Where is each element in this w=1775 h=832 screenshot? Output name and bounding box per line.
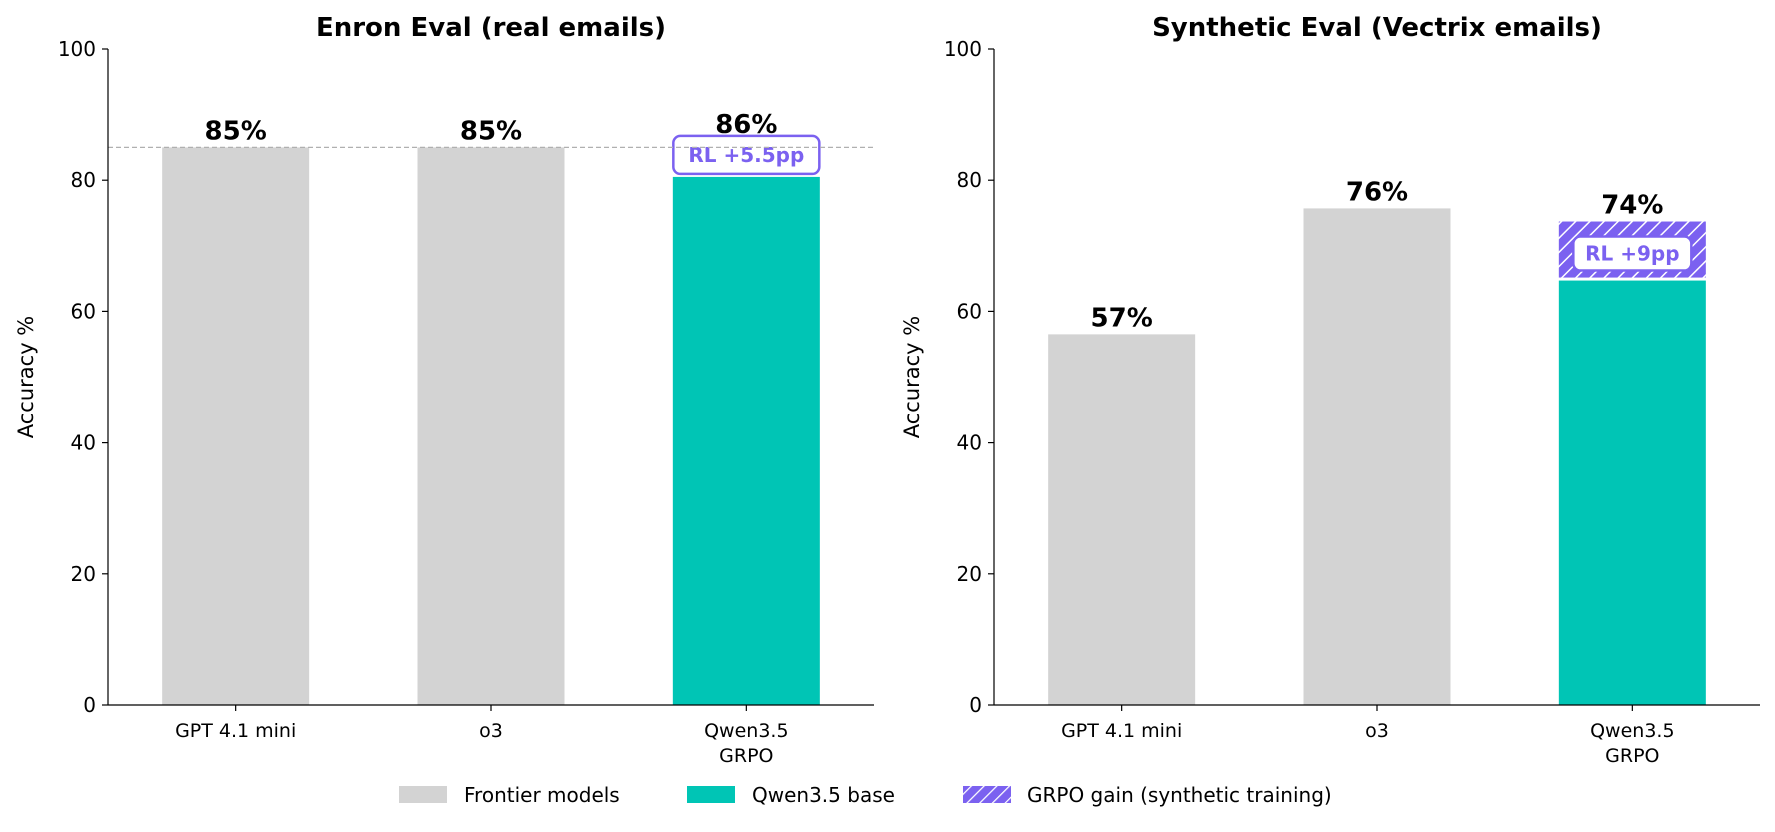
y-tick-label: 40 xyxy=(957,431,982,455)
y-tick-label: 20 xyxy=(71,562,96,586)
legend-label-frontier: Frontier models xyxy=(464,783,620,807)
x-tick-label: GPT 4.1 mini xyxy=(175,720,296,742)
y-tick-label: 80 xyxy=(71,168,96,192)
legend-swatch-gain xyxy=(963,786,1011,803)
y-tick-label: 0 xyxy=(969,693,982,717)
rl-gain-badge xyxy=(672,134,821,176)
rl-gain-label: RL +9pp xyxy=(1585,242,1679,266)
y-tick-label: 20 xyxy=(957,562,982,586)
legend-swatch-base xyxy=(687,786,735,803)
y-tick-label: 60 xyxy=(957,299,982,323)
bar-frontier xyxy=(1048,334,1196,705)
bar-value-label: 85% xyxy=(205,116,267,146)
x-tick-label: GPT 4.1 mini xyxy=(1061,720,1182,742)
bar-qwen-base xyxy=(672,176,820,706)
bar-frontier xyxy=(1303,208,1451,705)
y-axis-label: Accuracy % xyxy=(14,316,38,439)
x-tick-label: GRPO xyxy=(719,745,773,767)
bar-value-label: 74% xyxy=(1601,191,1663,221)
chart-title: Synthetic Eval (Vectrix emails) xyxy=(1152,13,1602,43)
legend-swatch-frontier xyxy=(399,786,447,803)
y-tick-label: 100 xyxy=(944,37,982,61)
x-tick-label: o3 xyxy=(479,720,503,742)
rl-gain-badge xyxy=(1572,235,1693,272)
bar-value-label: 57% xyxy=(1091,303,1153,333)
bar-frontier xyxy=(417,147,565,705)
bar-value-label: 85% xyxy=(460,116,522,146)
y-tick-label: 0 xyxy=(83,693,96,717)
x-tick-label: Qwen3.5 xyxy=(1590,720,1674,742)
x-tick-label: Qwen3.5 xyxy=(704,720,788,742)
rl-gain-label: RL +5.5pp xyxy=(688,143,804,167)
y-tick-label: 80 xyxy=(957,168,982,192)
bar-frontier xyxy=(162,147,310,705)
bar-value-label: 76% xyxy=(1346,177,1408,207)
legend-label-gain: GRPO gain (synthetic training) xyxy=(1027,783,1332,807)
legend-label-base: Qwen3.5 base xyxy=(752,783,895,807)
x-tick-label: o3 xyxy=(1365,720,1389,742)
synthetic-eval-panel: Synthetic Eval (Vectrix emails) Accuracy … xyxy=(900,13,1760,767)
legend: Frontier models Qwen3.5 base GRPO gain (sy… xyxy=(399,783,1332,807)
y-tick-label: 40 xyxy=(71,431,96,455)
y-tick-label: 100 xyxy=(58,37,96,61)
chart-title: Enron Eval (real emails) xyxy=(316,13,666,43)
y-axis-label: Accuracy % xyxy=(900,316,924,439)
x-tick-label: GRPO xyxy=(1605,745,1659,767)
y-tick-label: 60 xyxy=(71,299,96,323)
bar-value-label: 86% xyxy=(715,110,777,140)
bar-qwen-base xyxy=(1558,280,1706,705)
enron-eval-panel: Enron Eval (real emails) Accuracy % 85% 85%… xyxy=(14,13,874,767)
